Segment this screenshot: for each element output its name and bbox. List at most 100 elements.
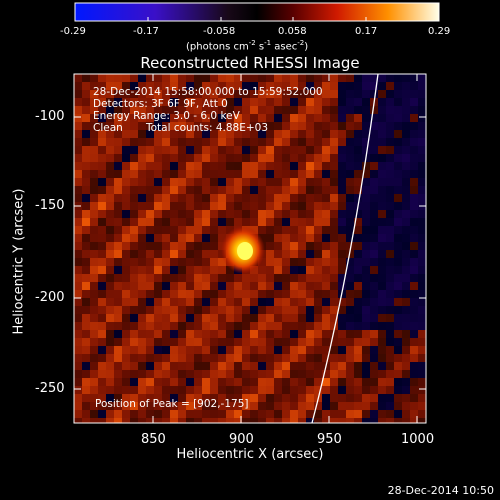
image-pixel [362,330,370,338]
image-pixel [354,346,362,354]
image-pixel [330,218,338,226]
image-pixel [386,210,394,218]
image-pixel [242,298,250,306]
image-pixel [298,266,306,274]
image-pixel [170,378,178,386]
image-pixel [250,418,258,423]
image-pixel [202,354,210,362]
image-pixel [218,226,226,234]
image-pixel [258,162,266,170]
image-pixel [162,378,170,386]
image-pixel [114,210,122,218]
image-pixel [170,170,178,178]
image-pixel [218,74,226,82]
image-pixel [410,146,418,154]
image-pixel [178,218,186,226]
image-pixel [338,258,346,266]
image-pixel [290,402,298,410]
image-pixel [106,314,114,322]
image-pixel [386,226,394,234]
image-pixel [82,378,90,386]
image-pixel [114,258,122,266]
image-pixel [122,154,130,162]
image-pixel [266,370,274,378]
image-pixel [354,122,362,130]
image-pixel [226,202,234,210]
image-pixel [378,338,386,346]
image-pixel [298,394,306,402]
image-pixel [98,138,106,146]
image-pixel [106,330,114,338]
image-pixel [130,258,138,266]
image-pixel [258,98,266,106]
image-pixel [106,250,114,258]
image-pixel [402,314,410,322]
image-pixel [210,378,218,386]
image-pixel [186,314,194,322]
image-pixel [322,314,330,322]
image-pixel [218,162,226,170]
image-pixel [82,266,90,274]
image-pixel [418,250,426,258]
image-pixel [242,282,250,290]
image-pixel [346,314,354,322]
image-pixel [178,354,186,362]
image-pixel [322,82,330,90]
image-pixel [226,330,234,338]
image-pixel [154,74,162,82]
image-pixel [330,274,338,282]
image-pixel [98,290,106,298]
image-pixel [258,418,266,423]
image-pixel [242,306,250,314]
image-pixel [282,410,290,418]
image-pixel [186,330,194,338]
image-pixel [170,162,178,170]
image-pixel [402,178,410,186]
image-pixel [402,290,410,298]
image-pixel [202,418,210,423]
image-pixel [122,418,130,423]
image-pixel [362,82,370,90]
image-pixel [402,378,410,386]
image-pixel [322,106,330,114]
image-pixel [314,322,322,330]
image-pixel [138,194,146,202]
image-pixel [90,242,98,250]
image-pixel [290,378,298,386]
image-pixel [82,194,90,202]
image-pixel [138,266,146,274]
image-pixel [114,242,122,250]
image-pixel [98,250,106,258]
image-pixel [282,394,290,402]
image-pixel [370,354,378,362]
image-pixel [386,242,394,250]
image-pixel [322,114,330,122]
image-pixel [266,266,274,274]
image-pixel [74,330,82,338]
image-pixel [282,146,290,154]
image-pixel [274,106,282,114]
image-pixel [82,402,90,410]
image-pixel [226,170,234,178]
image-pixel [362,90,370,98]
image-pixel [210,346,218,354]
image-pixel [314,186,322,194]
image-pixel [138,122,146,130]
image-pixel [282,242,290,250]
image-pixel [410,386,418,394]
image-pixel [410,170,418,178]
image-pixel [186,194,194,202]
y-axis-label: Heliocentric Y (arcsec) [12,187,27,337]
image-pixel [298,218,306,226]
image-pixel [338,394,346,402]
image-pixel [250,306,258,314]
image-pixel [98,282,106,290]
image-pixel [202,202,210,210]
image-pixel [378,170,386,178]
image-pixel [146,258,154,266]
image-pixel [186,338,194,346]
image-pixel [178,74,186,82]
image-pixel [234,378,242,386]
image-pixel [154,210,162,218]
image-pixel [218,138,226,146]
